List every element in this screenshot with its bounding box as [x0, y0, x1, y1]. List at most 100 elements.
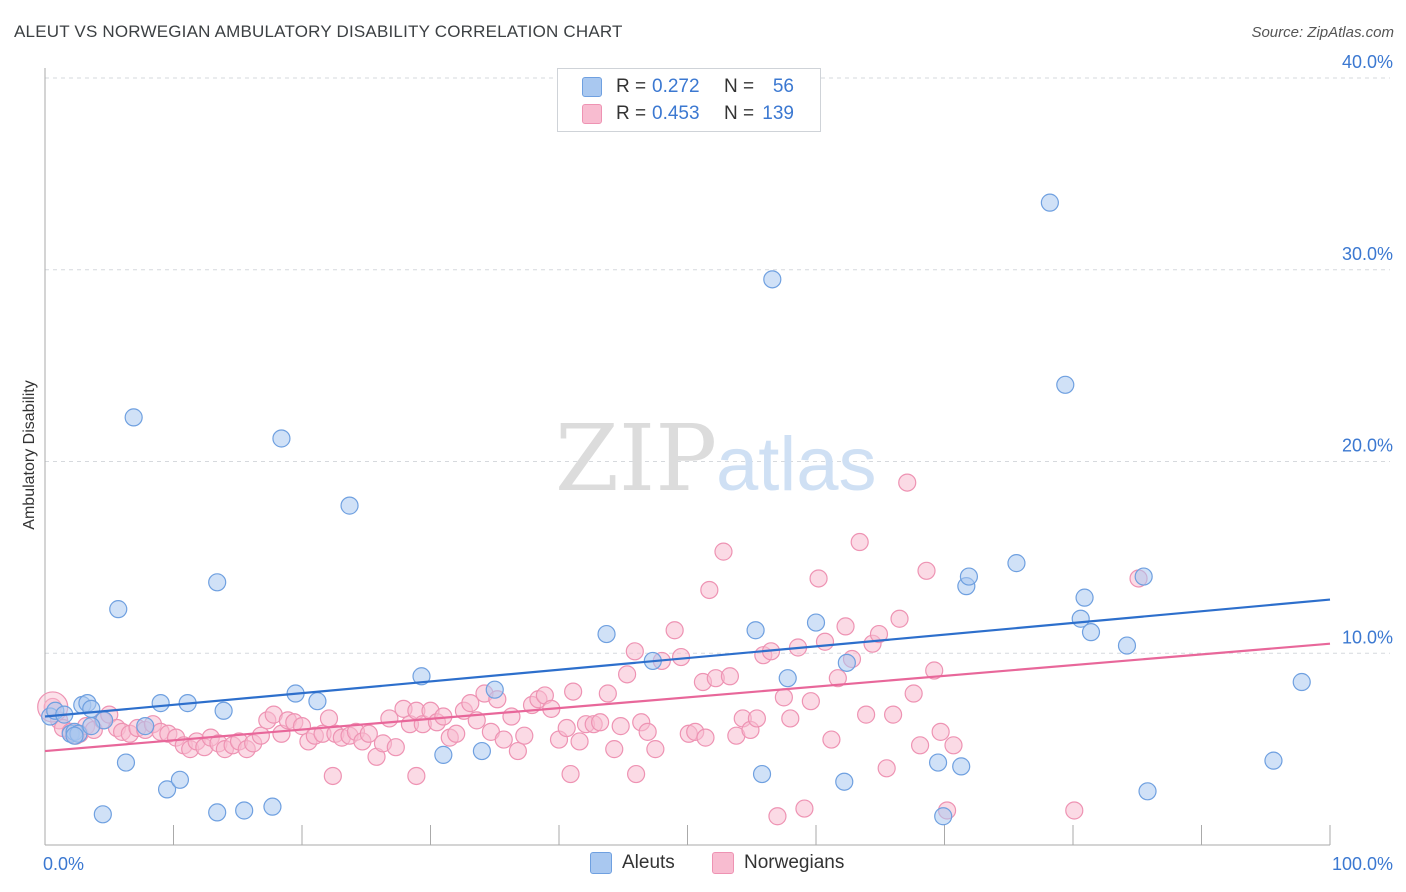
aleut-point: [157, 780, 177, 799]
aleut-point: [235, 801, 254, 820]
aleuts-r-value: 0.272: [652, 76, 700, 97]
aleut-point: [214, 701, 233, 720]
norwegian-point: [836, 617, 855, 636]
aleut-point: [136, 717, 155, 736]
norwegian-point: [869, 624, 889, 644]
norwegian-point: [618, 665, 637, 684]
source-label: Source: ZipAtlas.com: [1251, 24, 1394, 41]
norwegian-point: [591, 713, 610, 732]
aleut-point: [1292, 672, 1311, 692]
norwegian-point: [447, 724, 466, 743]
norwegian-point: [598, 684, 617, 703]
norwegian-point: [570, 732, 589, 751]
aleut-point: [752, 764, 772, 784]
trend-lines: [44, 598, 1331, 753]
norwegian-point: [564, 682, 583, 701]
grid-lines: [45, 77, 1390, 654]
aleut-point: [263, 797, 282, 816]
bottom-legend-norwegians: Norwegians: [712, 852, 844, 874]
norwegians-swatch: [582, 104, 602, 124]
norwegian-point: [801, 692, 820, 711]
norwegians-trend-line: [44, 642, 1331, 753]
norwegian-point: [605, 740, 624, 759]
aleuts-swatch: [582, 77, 602, 97]
norwegian-point: [822, 730, 841, 749]
norwegian-point: [883, 705, 903, 724]
x-tick-label: 100.0%: [1332, 854, 1393, 874]
r-label: R =: [616, 76, 647, 97]
norwegian-point: [319, 709, 339, 728]
aleut-point: [778, 669, 797, 688]
norwegian-point: [781, 709, 800, 728]
aleut-point: [763, 270, 782, 289]
watermark-zip: ZIP: [555, 405, 717, 512]
aleut-point: [1007, 554, 1026, 573]
norwegian-point: [611, 717, 630, 736]
norwegians-r-value: 0.453: [652, 103, 700, 124]
x-tick-label: 0.0%: [43, 854, 84, 874]
aleut-point: [928, 753, 948, 772]
aleut-point: [208, 803, 227, 822]
aleut-point: [412, 667, 431, 686]
norwegian-point: [626, 764, 646, 784]
norwegian-point: [714, 542, 733, 561]
norwegian-point: [461, 694, 480, 713]
norwegians-legend-label: Norwegians: [744, 852, 845, 873]
aleuts-n-value: 56: [772, 76, 794, 97]
aleut-point: [746, 621, 765, 640]
y-axis-label: Ambulatory Disability: [21, 380, 38, 529]
norwegian-point: [323, 766, 342, 786]
aleuts-legend-label: Aleuts: [622, 852, 675, 873]
norwegian-point: [890, 609, 909, 628]
norwegian-point: [809, 569, 828, 588]
norwegians-n-value: 139: [762, 103, 794, 124]
aleut-point: [434, 745, 453, 764]
norwegians-legend-swatch: [712, 852, 734, 874]
norwegian-point: [386, 738, 405, 757]
norwegian-point: [646, 740, 665, 759]
aleut-point: [597, 624, 616, 644]
norwegian-point: [407, 766, 426, 786]
norwegian-point: [625, 642, 644, 661]
norwegian-point: [904, 684, 923, 703]
n-label: N =: [724, 76, 755, 97]
norwegian-point: [795, 799, 814, 818]
aleut-point: [1075, 588, 1094, 607]
norwegian-point: [898, 473, 917, 492]
aleut-point: [308, 692, 327, 711]
aleut-point: [934, 807, 953, 826]
norwegian-point: [857, 705, 876, 724]
legend-row-norwegians: R = 0.453 N = 139: [582, 102, 794, 126]
aleut-point: [82, 717, 101, 736]
aleut-point: [65, 726, 84, 745]
tick-labels: 10.0% 20.0% 30.0% 40.0% 0.0% 100.0%: [43, 52, 1393, 874]
aleut-point: [124, 408, 143, 427]
y-tick-label: 40.0%: [1342, 52, 1393, 72]
aleut-point: [116, 753, 136, 772]
n-label: N =: [724, 103, 755, 124]
norwegian-point: [359, 724, 378, 743]
norwegian-point: [720, 667, 740, 686]
bottom-legend-aleuts: Aleuts: [590, 852, 675, 874]
aleut-point: [1134, 567, 1153, 586]
aleuts-points: [41, 193, 1311, 826]
aleut-point: [93, 805, 112, 824]
aleut-point: [1040, 193, 1059, 212]
aleut-point: [272, 429, 291, 448]
y-tick-label: 20.0%: [1342, 436, 1393, 456]
axes: [44, 68, 1331, 846]
norwegian-point: [515, 726, 534, 745]
aleut-point: [109, 600, 128, 619]
norwegian-point: [700, 580, 719, 600]
norwegians-points: [37, 473, 1148, 826]
norwegian-point: [665, 621, 684, 640]
norwegian-point: [508, 741, 527, 761]
aleut-point: [835, 772, 854, 791]
norwegian-point: [774, 688, 793, 707]
aleut-point: [1138, 782, 1157, 801]
norwegian-point: [561, 764, 580, 784]
aleut-point: [959, 567, 979, 586]
norwegian-point: [815, 632, 835, 651]
chart-title: ALEUT VS NORWEGIAN AMBULATORY DISABILITY…: [14, 22, 623, 41]
norwegian-point: [917, 561, 936, 580]
